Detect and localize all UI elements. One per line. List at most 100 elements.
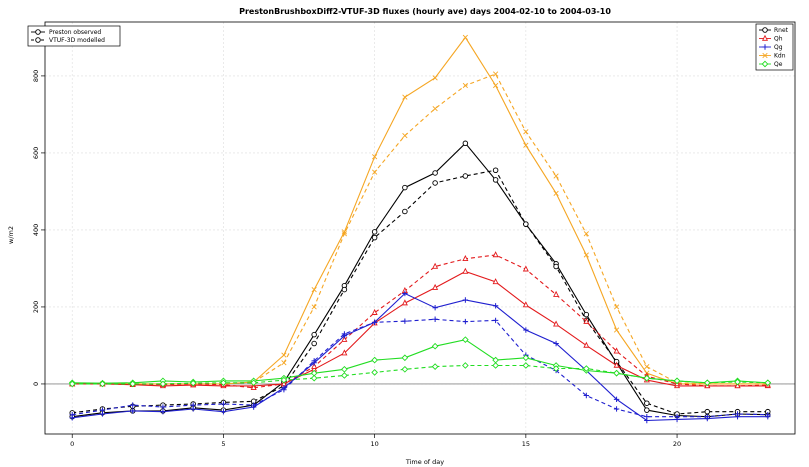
y-tick-label: 600 xyxy=(32,147,40,159)
point-qg-observed xyxy=(523,327,529,333)
point-qh-modelled xyxy=(250,383,257,391)
point-qe-observed xyxy=(431,342,439,350)
point-qg-modelled xyxy=(462,318,469,325)
point-kdn-observed xyxy=(402,94,408,100)
point-qg-modelled xyxy=(583,392,590,399)
point-qe-modelled xyxy=(582,365,590,372)
point-kdn-modelled xyxy=(372,169,378,175)
legend-flux-label: Qg xyxy=(774,44,783,51)
point-qh-modelled xyxy=(311,362,318,369)
point-qg-modelled xyxy=(341,331,348,337)
point-qe-modelled xyxy=(99,380,106,388)
series-layer xyxy=(68,34,772,424)
point-qg-observed xyxy=(130,408,136,414)
point-qe-modelled xyxy=(189,379,197,387)
point-qe-modelled xyxy=(522,362,530,369)
point-rnet-modelled xyxy=(704,408,711,415)
point-qg-modelled xyxy=(492,317,499,324)
point-kdn-observed xyxy=(311,286,317,293)
point-rnet-observed xyxy=(462,140,469,147)
point-qe-modelled xyxy=(643,374,651,382)
point-kdn-modelled xyxy=(553,173,559,179)
point-rnet-modelled xyxy=(462,173,469,179)
point-qe-modelled xyxy=(250,379,258,387)
point-kdn-observed xyxy=(523,142,529,148)
point-qh-observed xyxy=(432,283,439,290)
series-qe-modelled xyxy=(68,362,772,388)
legend-flux-label: Qe xyxy=(774,61,783,68)
point-qe-modelled xyxy=(129,380,137,388)
series-qg-modelled xyxy=(69,316,771,420)
y-tick-label: 0 xyxy=(32,382,40,386)
point-qh-modelled xyxy=(371,308,378,315)
point-rnet-observed xyxy=(583,311,590,318)
point-qe-modelled xyxy=(159,380,167,388)
point-kdn-observed xyxy=(341,229,348,235)
point-qg-observed xyxy=(432,305,438,311)
point-qh-observed xyxy=(613,361,620,368)
legend-flux-marker xyxy=(761,60,769,68)
point-kdn-observed xyxy=(462,34,468,41)
point-qg-observed xyxy=(462,297,469,303)
point-qg-modelled xyxy=(765,412,771,418)
point-qg-modelled xyxy=(734,411,741,417)
point-qg-modelled xyxy=(130,402,136,408)
point-kdn-observed xyxy=(372,154,378,160)
point-qe-modelled xyxy=(492,362,499,369)
point-qg-modelled xyxy=(613,406,620,412)
point-rnet-observed xyxy=(402,184,408,191)
point-qg-modelled xyxy=(160,404,166,410)
grid xyxy=(45,22,795,434)
chart-title: PrestonBrushboxDiff2-VTUF-3D fluxes (hou… xyxy=(239,7,611,16)
point-qh-observed xyxy=(462,267,469,274)
point-kdn-modelled xyxy=(311,304,317,310)
point-qg-modelled xyxy=(402,318,408,324)
point-kdn-observed xyxy=(553,190,559,196)
point-qh-modelled xyxy=(734,382,741,389)
point-qg-observed xyxy=(220,408,227,415)
series-line-qe-observed xyxy=(72,339,768,384)
series-qh-modelled xyxy=(69,251,771,391)
series-kdn-modelled xyxy=(69,71,771,387)
point-qg-modelled xyxy=(674,413,680,420)
point-qh-modelled xyxy=(583,317,590,324)
point-kdn-observed xyxy=(583,252,589,258)
point-qe-modelled xyxy=(220,379,227,387)
series-line-kdn-observed xyxy=(72,36,768,385)
point-qg-modelled xyxy=(371,319,378,326)
series-kdn-observed xyxy=(69,34,771,387)
point-kdn-modelled xyxy=(432,106,438,112)
point-qg-modelled xyxy=(281,387,287,393)
legend-source-label: VTUF-3D modelled xyxy=(49,37,105,44)
point-rnet-observed xyxy=(371,229,378,235)
series-line-qg-modelled xyxy=(72,318,768,418)
point-kdn-modelled xyxy=(583,231,589,237)
point-qg-observed xyxy=(492,303,499,309)
point-kdn-modelled xyxy=(341,231,348,237)
point-rnet-modelled xyxy=(371,234,378,241)
x-axis-label: Time of day xyxy=(405,458,444,466)
point-rnet-modelled xyxy=(432,180,438,186)
point-qe-observed xyxy=(462,336,469,343)
series-rnet-observed xyxy=(69,140,771,420)
point-qh-observed xyxy=(492,278,499,285)
point-rnet-observed xyxy=(644,407,650,413)
point-qe-observed xyxy=(401,354,409,362)
point-qe-modelled xyxy=(673,377,681,385)
series-qh-observed xyxy=(69,267,771,389)
point-kdn-observed xyxy=(432,75,438,81)
point-qg-modelled xyxy=(432,316,438,322)
point-qe-modelled xyxy=(371,369,378,376)
point-rnet-observed xyxy=(311,331,317,338)
point-qg-modelled xyxy=(220,401,227,407)
point-qh-modelled xyxy=(553,290,560,297)
legend-source-box xyxy=(27,25,121,47)
point-qe-observed xyxy=(522,354,530,362)
point-qe-modelled xyxy=(401,365,409,373)
point-kdn-modelled xyxy=(281,360,287,366)
point-qe-observed xyxy=(341,365,348,373)
point-rnet-modelled xyxy=(311,340,317,347)
series-rnet-modelled xyxy=(69,167,771,417)
legend-flux-marker xyxy=(762,27,768,33)
